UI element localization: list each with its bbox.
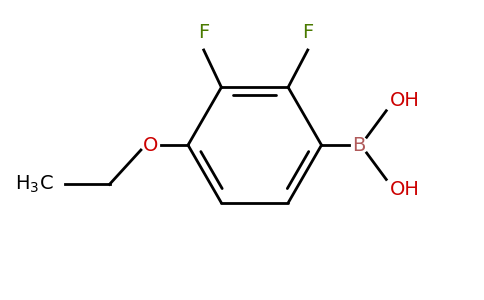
- Text: O: O: [143, 136, 158, 154]
- Text: OH: OH: [390, 92, 420, 110]
- Text: H$_3$C: H$_3$C: [15, 174, 54, 195]
- Text: F: F: [198, 23, 210, 42]
- Text: OH: OH: [390, 180, 420, 199]
- Text: F: F: [302, 23, 313, 42]
- Text: B: B: [352, 136, 365, 154]
